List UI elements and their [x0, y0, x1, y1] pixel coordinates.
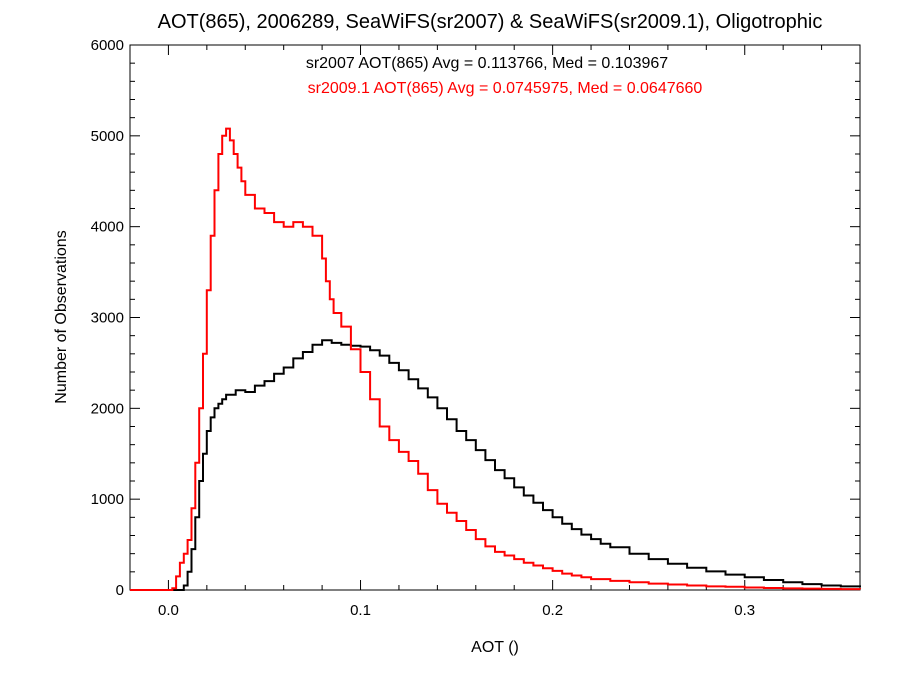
- plot-area-border: [129, 44, 861, 591]
- y-axis-tick-labels: 0 1000 2000 3000 4000 5000 6000: [91, 37, 124, 599]
- y-tick-label: 1000: [91, 491, 124, 508]
- y-axis-ticks: [130, 44, 860, 591]
- y-tick-label: 6000: [91, 37, 124, 54]
- x-axis-label: AOT (): [471, 639, 519, 656]
- annotation-sr2007-stats: sr2007 AOT(865) Avg = 0.113766, Med = 0.…: [306, 55, 668, 72]
- x-tick-label: 0.3: [734, 602, 755, 619]
- y-tick-label: 4000: [91, 219, 124, 236]
- y-axis-label: Number of Observations: [53, 230, 70, 403]
- y-tick-label: 2000: [91, 400, 124, 417]
- x-axis-ticks: [129, 45, 861, 590]
- plot-frame: [129, 44, 861, 591]
- annotation-sr2009-stats: sr2009.1 AOT(865) Avg = 0.0745975, Med =…: [308, 80, 703, 97]
- chart-title: AOT(865), 2006289, SeaWiFS(sr2007) & Sea…: [158, 11, 823, 33]
- series-sr2009-line: [130, 127, 861, 591]
- x-tick-label: 0.2: [542, 602, 563, 619]
- x-tick-label: 0.1: [350, 602, 371, 619]
- y-tick-label: 5000: [91, 128, 124, 145]
- x-axis-tick-labels: 0.0 0.1 0.2 0.3: [158, 602, 755, 619]
- series-sr2007-line: [130, 339, 861, 591]
- x-tick-label: 0.0: [158, 602, 179, 619]
- y-tick-label: 3000: [91, 310, 124, 327]
- series-layer: [130, 127, 861, 591]
- y-tick-label: 0: [116, 582, 124, 599]
